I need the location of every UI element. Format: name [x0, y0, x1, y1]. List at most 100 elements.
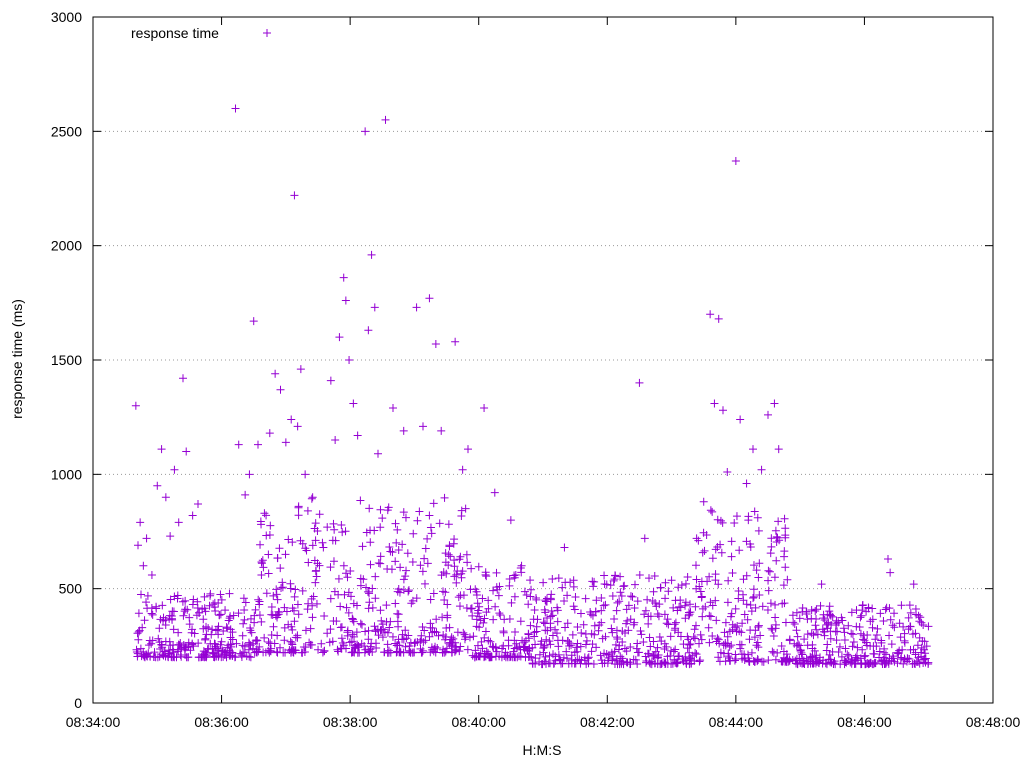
data-point: [557, 659, 566, 668]
data-point: [334, 590, 343, 599]
data-point: [653, 643, 662, 652]
data-point: [139, 561, 148, 570]
data-point: [812, 605, 821, 614]
data-point: [449, 634, 458, 643]
data-point: [793, 632, 802, 641]
data-point: [443, 600, 452, 609]
data-point: [646, 642, 655, 651]
data-point: [677, 581, 686, 590]
x-tick-label: 08:36:00: [194, 714, 249, 730]
data-point: [437, 571, 446, 580]
data-point: [339, 561, 348, 570]
data-point: [734, 594, 743, 603]
data-point: [685, 600, 694, 609]
data-point: [280, 636, 289, 645]
data-point: [219, 627, 228, 636]
data-point: [211, 644, 220, 653]
data-point: [610, 615, 619, 624]
data-point: [478, 594, 487, 603]
data-point: [829, 659, 838, 668]
data-point: [136, 518, 145, 527]
data-point: [423, 559, 432, 568]
data-point: [358, 542, 367, 551]
data-point: [731, 604, 740, 613]
data-point: [370, 303, 379, 312]
data-point: [712, 637, 721, 646]
data-point: [392, 538, 401, 547]
data-point: [920, 637, 929, 646]
data-point: [306, 624, 315, 633]
data-point: [426, 648, 435, 657]
data-point: [547, 607, 556, 616]
data-point: [847, 608, 856, 617]
data-point: [526, 621, 535, 630]
data-point: [793, 660, 802, 669]
data-point: [408, 648, 417, 657]
data-point: [308, 613, 317, 622]
data-point: [887, 640, 896, 649]
data-point: [287, 639, 296, 648]
data-point: [826, 634, 835, 643]
data-point: [134, 541, 142, 550]
data-point: [824, 655, 833, 664]
data-point: [617, 659, 626, 668]
data-point: [381, 115, 390, 124]
data-point: [429, 499, 438, 508]
data-point: [689, 633, 698, 642]
data-point: [633, 639, 642, 648]
data-point: [565, 639, 574, 648]
data-point: [420, 626, 429, 635]
data-point: [549, 650, 558, 659]
data-point: [520, 587, 529, 596]
data-point: [328, 536, 337, 545]
data-point: [378, 514, 387, 523]
data-point: [250, 618, 259, 627]
data-point: [645, 574, 654, 583]
data-point: [615, 597, 624, 606]
data-point: [750, 507, 759, 516]
data-point: [600, 659, 609, 668]
data-point: [254, 440, 262, 449]
data-point: [482, 572, 491, 581]
data-point: [416, 637, 425, 646]
data-point: [343, 573, 352, 582]
data-point: [880, 653, 889, 662]
data-point: [747, 648, 756, 657]
data-point: [389, 404, 397, 413]
data-point: [262, 589, 271, 598]
data-point: [594, 626, 603, 635]
data-point: [773, 533, 782, 542]
data-point: [724, 649, 733, 658]
data-point: [553, 606, 562, 615]
data-point: [393, 525, 402, 534]
data-point: [466, 604, 475, 613]
data-point: [177, 652, 186, 661]
data-point: [807, 606, 816, 615]
data-point: [185, 620, 194, 629]
data-point: [757, 465, 766, 474]
data-point: [781, 618, 790, 627]
data-point: [353, 431, 362, 440]
y-tick-label: 1500: [51, 352, 82, 368]
data-point: [720, 628, 729, 637]
data-point: [279, 648, 288, 657]
data-point: [839, 624, 848, 633]
data-point: [399, 508, 408, 517]
data-point: [692, 534, 701, 543]
data-point: [419, 422, 427, 431]
data-point: [691, 602, 700, 611]
data-point: [904, 613, 913, 622]
data-point: [738, 654, 747, 663]
data-point: [778, 657, 787, 666]
data-point: [495, 609, 504, 618]
data-point: [792, 608, 801, 617]
data-point: [697, 592, 706, 601]
data-point: [481, 627, 490, 636]
data-point: [785, 635, 794, 644]
data-point: [244, 638, 253, 647]
data-point: [331, 436, 340, 445]
data-point: [276, 385, 285, 394]
data-point: [280, 623, 289, 632]
data-point: [670, 620, 679, 629]
data-point: [749, 561, 758, 570]
